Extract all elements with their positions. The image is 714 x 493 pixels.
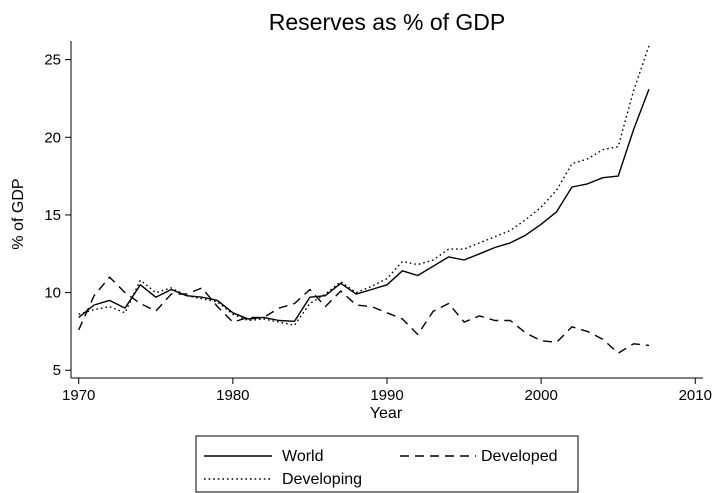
x-tick-label: 1970 <box>62 387 95 404</box>
chart-title: Reserves as % of GDP <box>269 9 505 35</box>
y-tick-label: 20 <box>44 129 61 146</box>
series-line-world <box>78 88 650 322</box>
axes: 5 10 15 20 25 1970 1980 1990 2000 2010 <box>44 41 712 404</box>
y-tick-label: 25 <box>44 52 61 69</box>
y-tick-label: 5 <box>53 362 61 379</box>
x-tick-label: 2000 <box>524 387 557 404</box>
series-line-developed <box>78 276 650 354</box>
x-tick-label: 1980 <box>216 387 249 404</box>
legend-box <box>195 435 579 493</box>
series-group <box>78 45 650 354</box>
series-line-developing <box>78 45 650 326</box>
legend-label-developing: Developing <box>282 471 362 488</box>
legend: World Developed Developing <box>195 435 579 493</box>
legend-label-developed: Developed <box>481 448 558 465</box>
y-tick-label: 10 <box>44 285 61 302</box>
y-axis-label: % of GDP <box>10 178 27 249</box>
legend-label-world: World <box>282 448 324 465</box>
x-axis-label: Year <box>370 405 403 422</box>
x-tick-label: 2010 <box>679 387 712 404</box>
y-tick-label: 15 <box>44 207 61 224</box>
x-tick-label: 1990 <box>370 387 403 404</box>
